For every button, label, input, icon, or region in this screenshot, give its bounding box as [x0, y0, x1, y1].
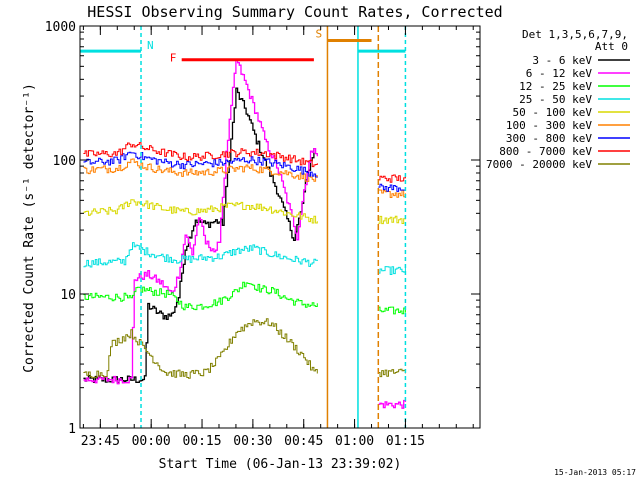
series-line-100-300-kev [83, 158, 318, 182]
x-tick-label: 00:15 [182, 434, 221, 449]
series-line-50-100-kev [83, 199, 318, 224]
annotation-layer: N F S [80, 26, 407, 428]
legend-entry-label: 100 - 300 keV [506, 119, 592, 132]
night-label: N [147, 39, 154, 52]
series-line-100-300-kev-b [378, 189, 406, 198]
series-line-50-100-kev-b [378, 215, 406, 225]
series-line-6-12-kev-b [378, 399, 407, 409]
series-line-6-12-kev [83, 59, 318, 385]
x-tick-label: 23:45 [81, 434, 120, 449]
series-line-300-800-kev [83, 151, 318, 178]
series-layer [83, 59, 407, 409]
series-line-800-7000-kev [83, 142, 318, 168]
plot-frame [79, 25, 481, 429]
y-tick-label: 1000 [45, 20, 76, 35]
legend-header-line-1: Det 1,3,5,6,7,9, [522, 28, 628, 41]
series-line-25-50-kev-b [378, 266, 406, 275]
generation-timestamp: 15-Jan-2013 05:17 [554, 468, 636, 477]
saa-label: S [315, 27, 322, 40]
legend-entry-label: 3 - 6 keV [532, 54, 592, 67]
x-axis: 23:45 00:00 00:15 00:30 00:45 01:00 01:15 [81, 26, 474, 449]
legend-header-line-2: Att 0 [595, 40, 628, 53]
x-tick-label: 01:00 [335, 434, 374, 449]
series-line-7000-20000-kev [83, 318, 318, 379]
series-line-12-25-kev [83, 281, 318, 311]
series-line-12-25-kev-b [378, 306, 406, 315]
series-line-300-800-kev-b [378, 183, 406, 192]
x-tick-label: 01:15 [386, 434, 425, 449]
legend-entry-label: 7000 - 20000 keV [486, 158, 592, 171]
y-axis-label: Corrected Count Rate (s⁻¹ detector⁻¹) [22, 83, 37, 373]
x-tick-label: 00:45 [284, 434, 323, 449]
chart-title: HESSI Observing Summary Count Rates, Cor… [87, 3, 502, 21]
legend-entry-label: 12 - 25 keV [519, 80, 592, 93]
legend-entry-label: 300 - 800 keV [506, 132, 592, 145]
y-axis: 1 10 100 1000 [45, 20, 480, 437]
series-line-7000-20000-kev-b [378, 368, 406, 378]
y-tick-label: 10 [60, 288, 76, 303]
legend-entry-label: 25 - 50 keV [519, 93, 592, 106]
x-tick-label: 00:30 [233, 434, 272, 449]
legend-entry-label: 50 - 100 keV [513, 106, 593, 119]
series-line-25-50-kev [83, 242, 318, 268]
series-line-800-7000-kev-b [378, 174, 406, 183]
flare-label: F [170, 52, 177, 65]
y-tick-label: 100 [53, 154, 76, 169]
x-axis-label: Start Time (06-Jan-13 23:39:02) [159, 457, 402, 472]
y-tick-label: 1 [68, 422, 76, 437]
x-tick-label: 00:00 [132, 434, 171, 449]
legend-entry-label: 800 - 7000 keV [499, 145, 592, 158]
legend-entry-label: 6 - 12 keV [526, 67, 593, 80]
